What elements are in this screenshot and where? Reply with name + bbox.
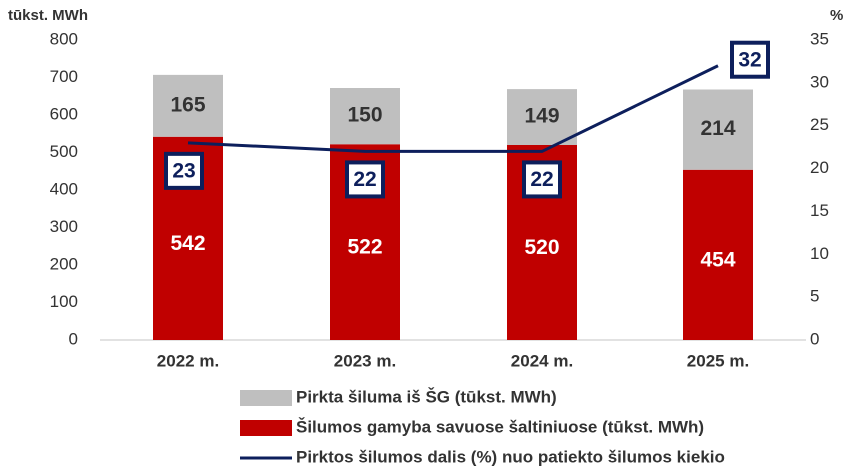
x-tick-label: 2025 m.: [687, 351, 749, 370]
y-tick-label: 100: [50, 292, 78, 311]
y-tick-label: 400: [50, 179, 78, 198]
data-label: 32: [738, 48, 761, 71]
data-label: 150: [347, 104, 382, 127]
data-label-box: [522, 160, 562, 199]
y2-tick-label: 0: [810, 329, 819, 348]
bar-segment: [153, 74, 223, 137]
y-tick-label: 200: [50, 254, 78, 273]
x-tick-label: 2024 m.: [511, 351, 573, 370]
y2-tick-label: 30: [810, 72, 829, 91]
y-tick-label: 800: [50, 29, 78, 48]
y2-tick-label: 20: [810, 158, 829, 177]
y-tick-label: 0: [69, 329, 78, 348]
bar-segment: [507, 89, 577, 145]
y2-tick-label: 10: [810, 244, 829, 263]
data-label: 522: [347, 236, 382, 259]
bar-segment: [683, 169, 753, 340]
x-tick-label: 2023 m.: [334, 351, 396, 370]
data-label: 454: [700, 248, 735, 271]
data-label-box: [730, 40, 770, 79]
data-label: 542: [170, 232, 205, 255]
legend-label: Pirktos šilumos dalis (%) nuo patiekto š…: [296, 447, 725, 466]
y2-tick-label: 35: [810, 29, 829, 48]
data-label: 149: [524, 105, 559, 128]
y2-tick-label: 25: [810, 115, 829, 134]
legend-swatch: [240, 390, 292, 406]
y2-tick-label: 5: [810, 287, 819, 306]
data-label: 520: [524, 236, 559, 259]
y2-tick-label: 15: [810, 201, 829, 220]
y-tick-label: 300: [50, 217, 78, 236]
data-label: 165: [170, 93, 205, 116]
bar-segment: [330, 88, 400, 145]
data-label-box: [345, 160, 385, 199]
legend-swatch: [240, 420, 292, 436]
data-label-box: [164, 151, 204, 190]
data-label: 214: [700, 117, 735, 140]
line: [187, 64, 719, 153]
y-tick-label: 600: [50, 104, 78, 123]
data-label: 22: [530, 168, 553, 191]
data-label: 22: [353, 168, 376, 191]
bar-segment: [683, 89, 753, 170]
y2-axis-title: %: [830, 7, 843, 24]
data-label: 23: [172, 159, 195, 182]
y-tick-label: 700: [50, 67, 78, 86]
legend-label: Pirkta šiluma iš ŠG (tūkst. MWh): [296, 387, 557, 406]
y-tick-label: 500: [50, 142, 78, 161]
legend-label: Šilumos gamyba savuose šaltiniuose (tūks…: [296, 417, 704, 436]
y-axis-title: tūkst. MWh: [8, 7, 88, 24]
x-tick-label: 2022 m.: [157, 351, 219, 370]
